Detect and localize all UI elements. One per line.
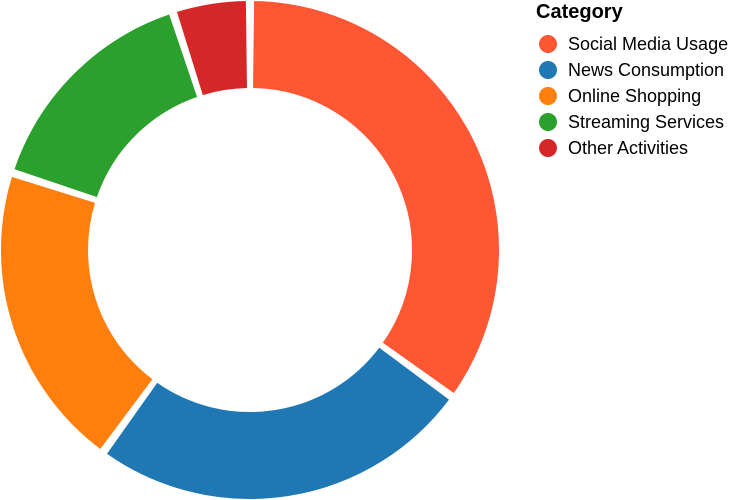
legend-item-streaming-services: Streaming Services: [539, 112, 724, 132]
legend-label-other-activities: Other Activities: [568, 138, 688, 158]
legend-swatch-streaming-services: [539, 113, 557, 131]
legend-items: Social Media Usage News Consumption Online…: [539, 34, 728, 158]
legend-label-news-consumption: News Consumption: [568, 60, 724, 80]
legend-label-streaming-services: Streaming Services: [568, 112, 724, 132]
legend-item-news-consumption: News Consumption: [539, 60, 724, 80]
legend-item-other-activities: Other Activities: [539, 138, 688, 158]
legend-label-online-shopping: Online Shopping: [568, 86, 701, 106]
legend-item-social-media-usage: Social Media Usage: [539, 34, 728, 54]
slice-news-consumption: [104, 345, 452, 500]
slice-other-activities: [174, 0, 249, 98]
slice-social-media-usage: [251, 0, 501, 396]
legend-swatch-news-consumption: [539, 61, 557, 79]
legend-swatch-online-shopping: [539, 87, 557, 105]
legend: Category Social Media Usage News Consumpt…: [536, 1, 728, 158]
slice-online-shopping: [0, 174, 155, 452]
legend-item-online-shopping: Online Shopping: [539, 86, 701, 106]
legend-title: Category: [536, 1, 624, 23]
legend-swatch-social-media-usage: [539, 35, 557, 53]
slice-streaming-services: [12, 12, 200, 200]
legend-label-social-media-usage: Social Media Usage: [568, 34, 728, 54]
donut-slices: [0, 0, 501, 500]
legend-swatch-other-activities: [539, 139, 557, 157]
